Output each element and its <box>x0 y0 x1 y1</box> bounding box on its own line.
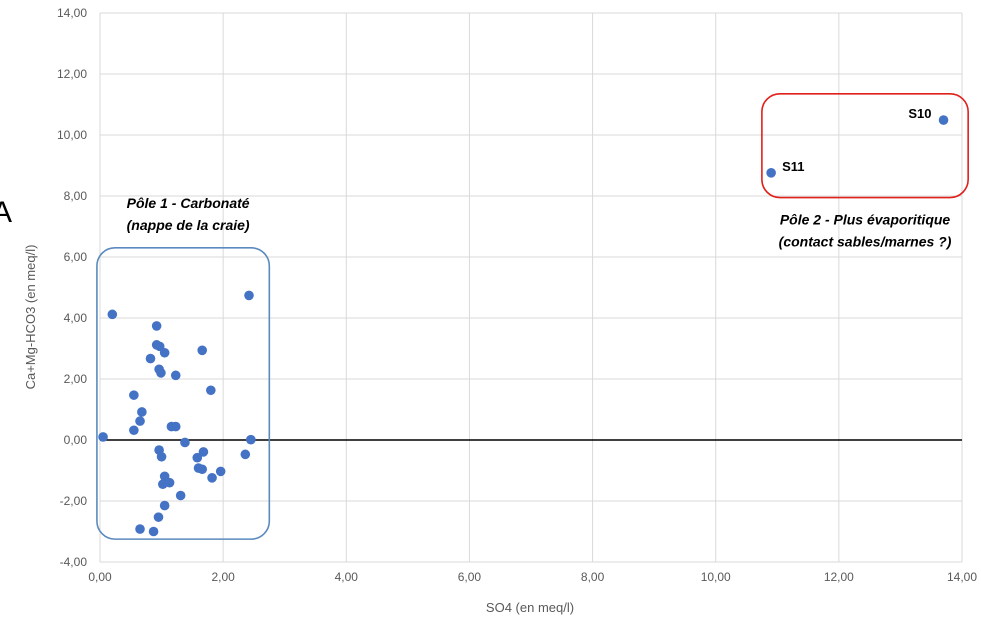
point-label: S10 <box>908 106 931 121</box>
x-tick-label: 4,00 <box>335 570 359 584</box>
group-label-1-line2: (nappe de la craie) <box>127 217 250 233</box>
y-tick-label: 4,00 <box>64 311 88 325</box>
data-point <box>156 451 167 462</box>
data-point <box>129 425 139 436</box>
data-point <box>148 526 159 537</box>
data-point <box>197 345 208 356</box>
group-box-2 <box>761 93 969 199</box>
y-tick-label: -4,00 <box>60 555 88 569</box>
group-box-1 <box>96 247 271 540</box>
data-point <box>246 434 256 445</box>
data-point <box>156 368 166 378</box>
data-point <box>159 500 170 511</box>
data-point <box>151 321 162 331</box>
x-tick-label: 14,00 <box>947 570 977 584</box>
data-point <box>170 370 181 381</box>
y-tick-label: -2,00 <box>60 494 88 508</box>
data-point <box>129 390 139 400</box>
y-tick-label: 0,00 <box>64 433 88 447</box>
x-axis-title: SO4 (en meq/l) <box>486 600 574 615</box>
data-point <box>180 437 190 448</box>
data-point <box>240 449 251 460</box>
data-point <box>145 353 156 364</box>
data-point <box>207 473 217 483</box>
data-point <box>153 512 164 522</box>
group-label-2-line1: Pôle 2 - Plus évaporitique <box>780 212 951 228</box>
data-point <box>192 452 203 463</box>
grid <box>99 12 963 563</box>
data-point <box>197 464 208 475</box>
tick-labels: 0,00 2,00 4,00 6,00 8,00 10,00 12,00 14,00 -4,00… <box>57 6 977 584</box>
x-tick-label: 2,00 <box>211 570 235 584</box>
data-points: S11 S10 <box>98 106 949 537</box>
data-point <box>137 407 147 417</box>
data-point <box>159 347 170 358</box>
data-point <box>938 115 949 125</box>
data-point <box>198 447 209 457</box>
point-label: S11 <box>782 159 804 174</box>
x-tick-label: 0,00 <box>88 570 112 584</box>
x-tick-label: 8,00 <box>581 570 605 584</box>
data-point <box>244 290 254 301</box>
group-boxes: Pôle 1 - Carbonaté (nappe de la craie) Pôl… <box>96 93 969 540</box>
y-tick-label: 14,00 <box>57 6 87 20</box>
data-point <box>135 416 145 426</box>
data-point <box>206 385 216 396</box>
y-tick-label: 6,00 <box>64 250 88 264</box>
x-tick-label: 12,00 <box>824 570 854 584</box>
y-axis-title: Ca+Mg-HCO3 (en meq/l) <box>23 245 38 390</box>
y-tick-label: 10,00 <box>57 128 87 142</box>
data-point <box>170 421 181 432</box>
group-label-1-line1: Pôle 1 - Carbonaté <box>127 195 250 211</box>
x-tick-label: 6,00 <box>458 570 482 584</box>
data-point <box>107 309 118 320</box>
data-point <box>766 168 776 178</box>
panel-letter: A <box>0 196 12 229</box>
data-point <box>215 466 226 477</box>
y-tick-label: 8,00 <box>64 189 88 203</box>
x-tick-label: 10,00 <box>701 570 731 584</box>
data-point <box>98 432 108 442</box>
y-tick-label: 2,00 <box>64 372 88 386</box>
group-label-2-line2: (contact sables/marnes ?) <box>779 234 952 250</box>
data-point <box>135 524 145 534</box>
data-point <box>175 490 186 501</box>
data-point <box>164 477 175 488</box>
y-tick-label: 12,00 <box>57 67 87 81</box>
